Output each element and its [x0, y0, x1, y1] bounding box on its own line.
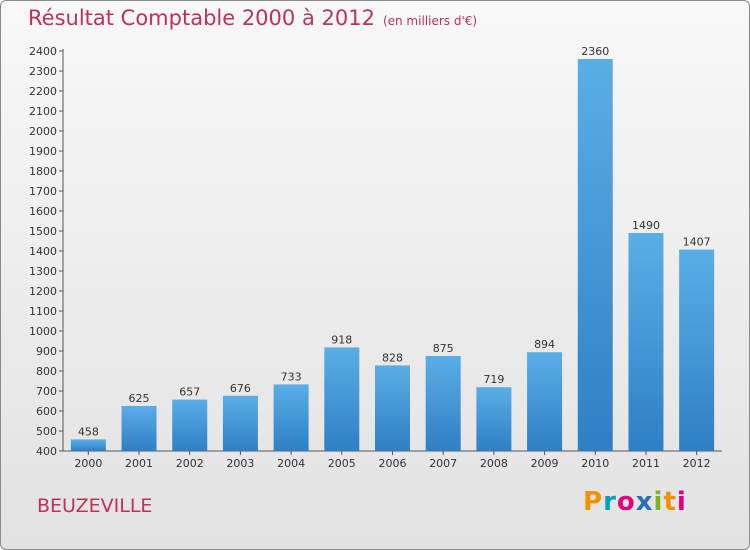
bar-value-label: 828 — [382, 351, 403, 364]
logo-letter: i — [653, 487, 664, 517]
x-tick-label: 2009 — [531, 457, 559, 470]
brand-logo: Proxiti — [583, 487, 687, 517]
bar — [273, 384, 309, 451]
x-tick-label: 2011 — [632, 457, 660, 470]
bar-value-label: 676 — [230, 382, 251, 395]
y-tick-label: 1400 — [29, 245, 57, 258]
y-tick-label: 2300 — [29, 65, 57, 78]
logo-letter: P — [583, 487, 604, 517]
logo-letter: i — [676, 487, 687, 517]
y-tick-label: 2200 — [29, 85, 57, 98]
bar — [324, 347, 360, 451]
title-row: Résultat Comptable 2000 à 2012 (en millie… — [28, 6, 477, 30]
x-tick-label: 2000 — [74, 457, 102, 470]
bar — [679, 249, 715, 451]
bar-value-label: 657 — [179, 386, 200, 399]
x-tick-label: 2002 — [176, 457, 204, 470]
bar-value-label: 625 — [129, 392, 150, 405]
bar — [375, 365, 410, 451]
y-tick-label: 1700 — [29, 185, 57, 198]
y-tick-label: 500 — [36, 425, 57, 438]
bar-value-label: 733 — [281, 370, 302, 383]
y-tick-label: 1800 — [29, 165, 57, 178]
y-tick-label: 700 — [36, 385, 57, 398]
x-tick-label: 2001 — [125, 457, 153, 470]
chart-title: Résultat Comptable 2000 à 2012 — [28, 6, 375, 30]
bar-value-label: 1490 — [632, 219, 660, 232]
y-tick-label: 400 — [36, 445, 57, 458]
y-tick-label: 1600 — [29, 205, 57, 218]
y-tick-label: 800 — [36, 365, 57, 378]
bar-value-label: 894 — [534, 338, 555, 351]
y-tick-label: 1200 — [29, 285, 57, 298]
logo-letter: t — [663, 487, 677, 517]
bar — [628, 233, 664, 451]
bar — [476, 387, 512, 451]
bar — [172, 399, 208, 451]
bar-value-label: 875 — [433, 342, 454, 355]
y-tick-label: 1300 — [29, 265, 57, 278]
bar — [121, 406, 157, 451]
y-tick-label: 900 — [36, 345, 57, 358]
y-tick-label: 2400 — [29, 45, 57, 58]
bar — [70, 439, 106, 451]
bar-value-label: 719 — [483, 373, 504, 386]
bar-value-label: 918 — [331, 333, 352, 346]
axis-layer: 400 500 600 700 800 900 1000 1100 1200 1300 1400 15… — [29, 45, 722, 470]
y-tick-label: 2000 — [29, 125, 57, 138]
bar-value-label: 458 — [78, 425, 99, 438]
bar — [222, 395, 258, 451]
x-tick-label: 2004 — [277, 457, 305, 470]
y-tick-label: 600 — [36, 405, 57, 418]
y-tick-label: 1100 — [29, 305, 57, 318]
y-tick-label: 1900 — [29, 145, 57, 158]
x-tick-label: 2005 — [328, 457, 356, 470]
x-tick-label: 2003 — [226, 457, 254, 470]
x-tick-label: 2007 — [429, 457, 457, 470]
bar-value-label: 1407 — [683, 236, 711, 249]
y-tick-label: 2100 — [29, 105, 57, 118]
logo-letter: x — [635, 487, 654, 517]
location-name: BEUZEVILLE — [37, 495, 153, 517]
logo-letter: r — [603, 487, 617, 517]
x-tick-label: 2010 — [581, 457, 609, 470]
x-tick-label: 2008 — [480, 457, 508, 470]
x-tick-label: 2012 — [683, 457, 711, 470]
bar-layer: 458 625 657 676 733 918 828 875 719 894 2360 1490 14… — [70, 45, 715, 451]
bar — [425, 356, 461, 451]
y-tick-label: 1500 — [29, 225, 57, 238]
chart-subtitle: (en milliers d'€) — [382, 14, 478, 28]
y-tick-label: 1000 — [29, 325, 57, 338]
bar — [527, 352, 563, 451]
x-tick-label: 2006 — [379, 457, 407, 470]
bar — [577, 59, 613, 451]
logo-letter: o — [616, 487, 636, 517]
bar-value-label: 2360 — [581, 45, 609, 58]
